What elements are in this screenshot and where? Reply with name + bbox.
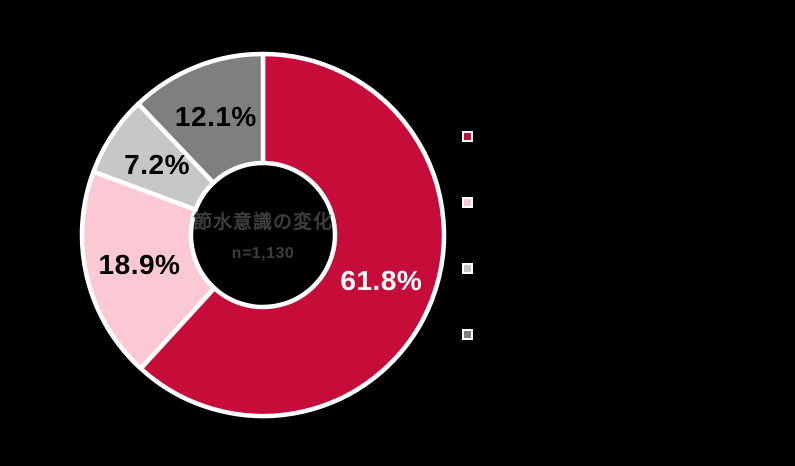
legend-marker-3 bbox=[462, 263, 473, 274]
donut-center-label: 節水意識の変化 n=1,130 bbox=[193, 207, 333, 263]
donut-segment-61.8% bbox=[138, 51, 447, 419]
data-label-7.2%: 7.2% bbox=[124, 148, 190, 180]
sample-size-label: n=1,130 bbox=[231, 245, 295, 262]
legend-marker-4 bbox=[462, 329, 473, 340]
legend-marker-2 bbox=[462, 197, 473, 208]
donut-segment-12.1% bbox=[136, 51, 266, 186]
legend-marker-1 bbox=[462, 131, 473, 142]
data-label-18.9%: 18.9% bbox=[98, 248, 181, 280]
legend bbox=[462, 131, 473, 340]
chart-title: 節水意識の変化 bbox=[192, 212, 334, 233]
data-label-61.8%: 61.8% bbox=[340, 265, 423, 296]
donut-segment-18.9% bbox=[79, 169, 217, 371]
data-label-12.1%: 12.1% bbox=[174, 101, 257, 133]
